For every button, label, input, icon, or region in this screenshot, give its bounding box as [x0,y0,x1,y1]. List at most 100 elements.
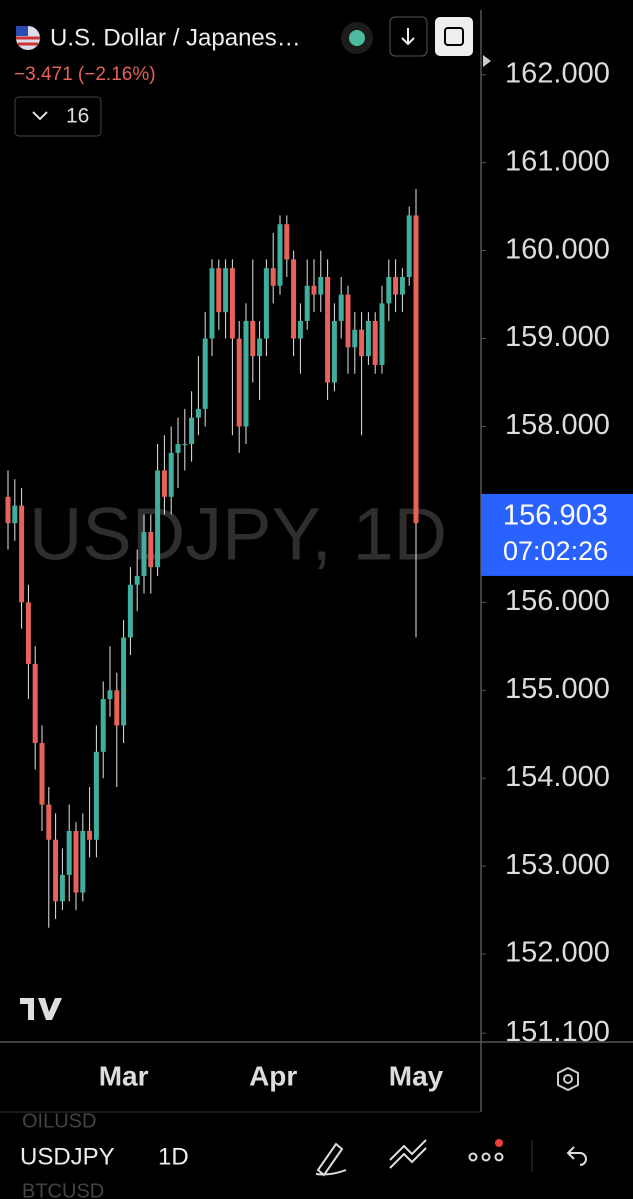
candle-body [5,496,11,524]
candle-body [304,285,310,321]
y-tick-label: 154.000 [505,761,610,793]
candle-body [209,268,215,339]
x-tick-label: Apr [249,1060,297,1091]
candle-body [127,584,133,638]
candle-body [365,320,371,357]
candle-body [155,470,161,568]
candle-body [25,602,31,664]
market-status [349,30,365,46]
y-tick-label: 153.000 [505,849,610,881]
y-tick-label: 160.000 [505,233,610,265]
more-icon-dot [494,1152,504,1162]
candle-body [66,830,72,875]
candle-body [372,320,378,365]
candle-body [352,329,358,348]
axis-arrow [483,55,491,67]
candle-body [168,452,174,497]
candle-body [345,294,351,348]
toolbar-interval[interactable]: 1D [158,1143,189,1170]
notification-dot [495,1139,503,1147]
undo-icon[interactable] [566,1146,587,1166]
settings-dot [563,1074,573,1084]
candle-body [189,417,195,445]
candle-body [223,268,229,313]
candle-body [291,259,297,339]
candle-body [297,320,303,339]
down-arrow-icon [401,28,415,46]
y-tick-label: 155.000 [505,673,610,705]
indicator-count: 16 [66,105,89,128]
candle-body [39,743,45,805]
last-price-box [481,493,633,576]
candle-body [87,830,93,840]
candle-body [359,329,365,357]
indicators-icon[interactable] [389,1139,427,1169]
draw-icon[interactable] [315,1142,347,1177]
candle-body [175,444,181,453]
toolbar-symbol[interactable]: USDJPY [20,1143,115,1170]
more-icon-dot [481,1152,491,1162]
y-tick-label: 159.000 [505,321,610,353]
candle-body [325,276,331,383]
candle-body [53,839,59,902]
price-change: −3.471 (−2.16%) [14,64,156,85]
candle-body [386,276,392,304]
last-price: 156.903 [503,500,608,532]
candle-body [59,874,65,902]
x-tick-label: May [389,1060,444,1091]
settings-icon[interactable] [557,1066,579,1092]
fullscreen-button[interactable] [435,17,473,56]
candle-body [311,285,317,295]
countdown: 07:02:26 [503,536,608,566]
indicator-toggle[interactable] [14,96,102,137]
candle-body [318,276,324,295]
y-tick-label: 151.100 [505,1016,610,1048]
y-tick-label: 156.000 [505,585,610,617]
candle-body [277,224,283,286]
fullscreen-icon [444,27,464,46]
candle-body [202,338,208,409]
candle-body [121,637,127,726]
tv-logo [20,998,62,1020]
y-tick-label: 152.000 [505,937,610,969]
chevron-icon [32,111,48,121]
flag-stripes [16,36,40,46]
candle-body [413,215,419,524]
more-icon[interactable] [468,1152,478,1162]
candle-body [107,690,113,700]
candle-body [93,751,99,840]
symbol-name[interactable]: U.S. Dollar / Japanes… [50,24,301,51]
y-tick-label: 161.000 [505,145,610,177]
candle-body [399,276,405,295]
ghost-symbol: BTCUSD [22,1180,104,1199]
candle-body [216,268,222,313]
candle-body [141,531,147,576]
candle-body [73,830,79,893]
watermark: USDJPY, 1D [29,493,447,576]
candle-body [12,505,18,524]
candle-body [161,470,167,497]
ghost-symbol: OILUSD [22,1110,96,1132]
y-tick-label: 158.000 [505,409,610,441]
candle-body [284,224,290,260]
candle-body [229,268,235,339]
candle-body [379,303,385,365]
candle-body [19,505,25,603]
candle-body [100,699,106,752]
candle-body [46,804,52,840]
candle-body [182,444,188,446]
candle-body [270,268,276,286]
candle-body [114,690,120,726]
candle-body [263,268,269,339]
candle-body [393,276,399,295]
x-tick-label: Mar [99,1060,149,1091]
candle-body [32,663,38,744]
y-tick-label: 162.000 [505,57,610,89]
candle-body [236,338,242,427]
flag-canton [16,26,28,36]
candle-body [406,215,412,277]
sell-button[interactable] [389,16,428,57]
candle-body [134,575,140,585]
